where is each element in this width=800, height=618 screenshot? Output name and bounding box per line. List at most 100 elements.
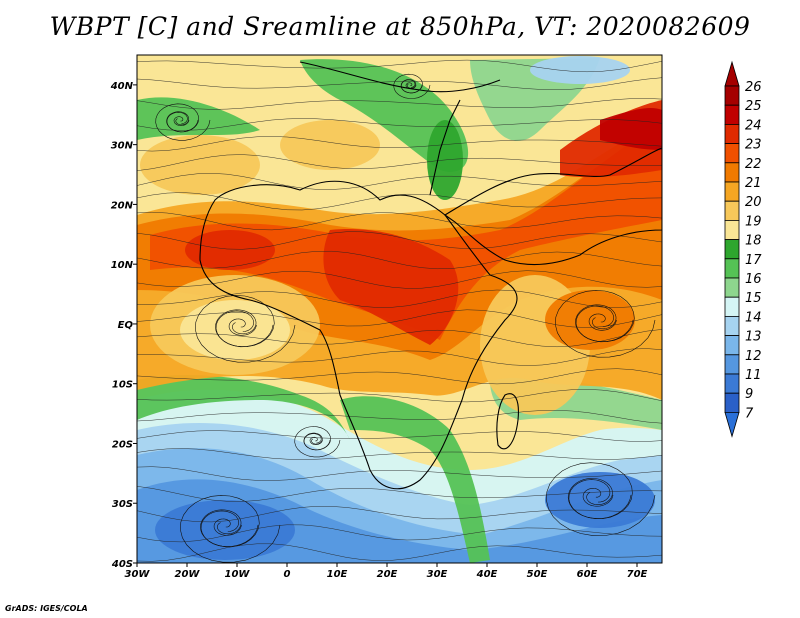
wbpt-region [140, 135, 260, 195]
y-tick-label: 30N [111, 141, 134, 152]
coastline [299, 61, 501, 93]
colorbar-swatch [724, 239, 740, 260]
colorbar-label: 14 [745, 310, 762, 325]
wbpt-region [545, 472, 655, 528]
coastlines [199, 61, 662, 490]
streamline-vortex [173, 116, 190, 126]
x-tick-label: 30E [427, 569, 448, 580]
colorbar-label: 9 [745, 387, 753, 402]
streamline-vortex [309, 436, 323, 445]
streamline-vortex [582, 488, 614, 507]
streamline [137, 270, 662, 289]
colorbar-swatch [724, 124, 740, 145]
colorbar-label: 22 [745, 157, 762, 172]
colorbar-label: 21 [745, 176, 762, 191]
y-tick-label: 20N [111, 200, 134, 211]
streamline [137, 466, 662, 481]
y-tick-label: 40N [110, 81, 134, 92]
colorbar-label: 26 [745, 80, 762, 95]
streamline [137, 329, 662, 348]
streamline [137, 250, 662, 270]
x-tick-label: 60E [577, 569, 598, 580]
coastline [496, 393, 519, 450]
wbpt-region [600, 108, 662, 150]
colorbar: 26 25 24 23 22 21 20 19 18 17 16 15 14 13 12 11 9 7 [724, 60, 762, 438]
streamline-vortex [294, 426, 341, 458]
wbpt-region [300, 59, 469, 172]
x-tick-label: 50E [527, 569, 548, 580]
colorbar-label: 12 [745, 349, 762, 364]
wbpt-region [137, 375, 350, 440]
streamline-vortex [215, 309, 274, 347]
streamline-vortex [213, 518, 242, 536]
streamline [137, 543, 662, 562]
colorbar-swatch [724, 143, 740, 164]
x-tick-label: 70E [627, 569, 648, 580]
colorbar-swatch [724, 219, 740, 240]
streamline [137, 154, 662, 171]
streamline [137, 211, 662, 231]
colorbar-swatch [724, 354, 740, 375]
wbpt-region [280, 120, 380, 170]
colorbar-top-arrow [724, 60, 740, 87]
x-tick-label: 0 [284, 569, 291, 580]
wbpt-region [530, 56, 630, 84]
y-tick-label: 30S [112, 499, 133, 510]
streamline [137, 430, 662, 442]
colorbar-label: 25 [745, 99, 762, 114]
wbpt-field [137, 55, 662, 563]
wbpt-region [180, 300, 290, 360]
streamline [137, 309, 662, 328]
colorbar-swatch [724, 162, 740, 183]
x-tick-label: 30W [125, 569, 151, 580]
streamline-vortex [155, 103, 211, 141]
x-tick-label: 40E [476, 569, 498, 580]
colorbar-swatch [724, 335, 740, 356]
x-tick-label: 10W [225, 569, 251, 580]
wbpt-region [545, 290, 635, 350]
wbpt-region [185, 230, 275, 270]
y-tick-label: 40S [111, 559, 133, 570]
streamline [137, 410, 662, 424]
colorbar-label: 18 [745, 234, 762, 249]
streamline [137, 118, 662, 131]
credit-label: GrADS: IGES/COLA [5, 604, 88, 613]
colorbar-label: 19 [745, 214, 762, 229]
colorbar-bottom-arrow [724, 411, 740, 438]
streamline-vortex [400, 79, 423, 94]
streamline-vortex [166, 111, 199, 133]
streamline-vortex [200, 509, 259, 547]
colorbar-label: 13 [745, 330, 762, 345]
streamlines [137, 59, 662, 563]
streamline [137, 289, 662, 308]
streamline [137, 506, 662, 523]
y-tick-label: EQ [118, 320, 134, 331]
colorbar-swatch [724, 181, 740, 202]
colorbar-swatch [724, 258, 740, 279]
coastline [443, 147, 662, 266]
streamline-vortex [180, 495, 281, 563]
colorbar-swatch [724, 373, 740, 394]
streamline [137, 59, 662, 73]
colorbar-swatch [724, 277, 740, 298]
x-tick-label: 20E [377, 569, 398, 580]
colorbar-swatch [724, 392, 740, 413]
colorbar-swatch [724, 296, 740, 317]
x-tick-label: 10E [327, 569, 348, 580]
colorbar-swatch [724, 85, 740, 106]
streamline [137, 231, 662, 250]
x-tick-label: 20W [175, 569, 201, 580]
colorbar-label: 16 [745, 272, 762, 287]
streamline-vortex [303, 432, 331, 451]
streamline [137, 77, 662, 90]
streamline-vortex [567, 478, 632, 519]
colorbar-label: 15 [745, 291, 762, 306]
coastline [429, 99, 461, 196]
wbpt-region [340, 396, 490, 563]
colorbar-swatch [724, 200, 740, 221]
streamline [137, 98, 662, 110]
streamline [137, 173, 662, 190]
colorbar-swatch [724, 315, 740, 336]
streamline [137, 524, 662, 543]
